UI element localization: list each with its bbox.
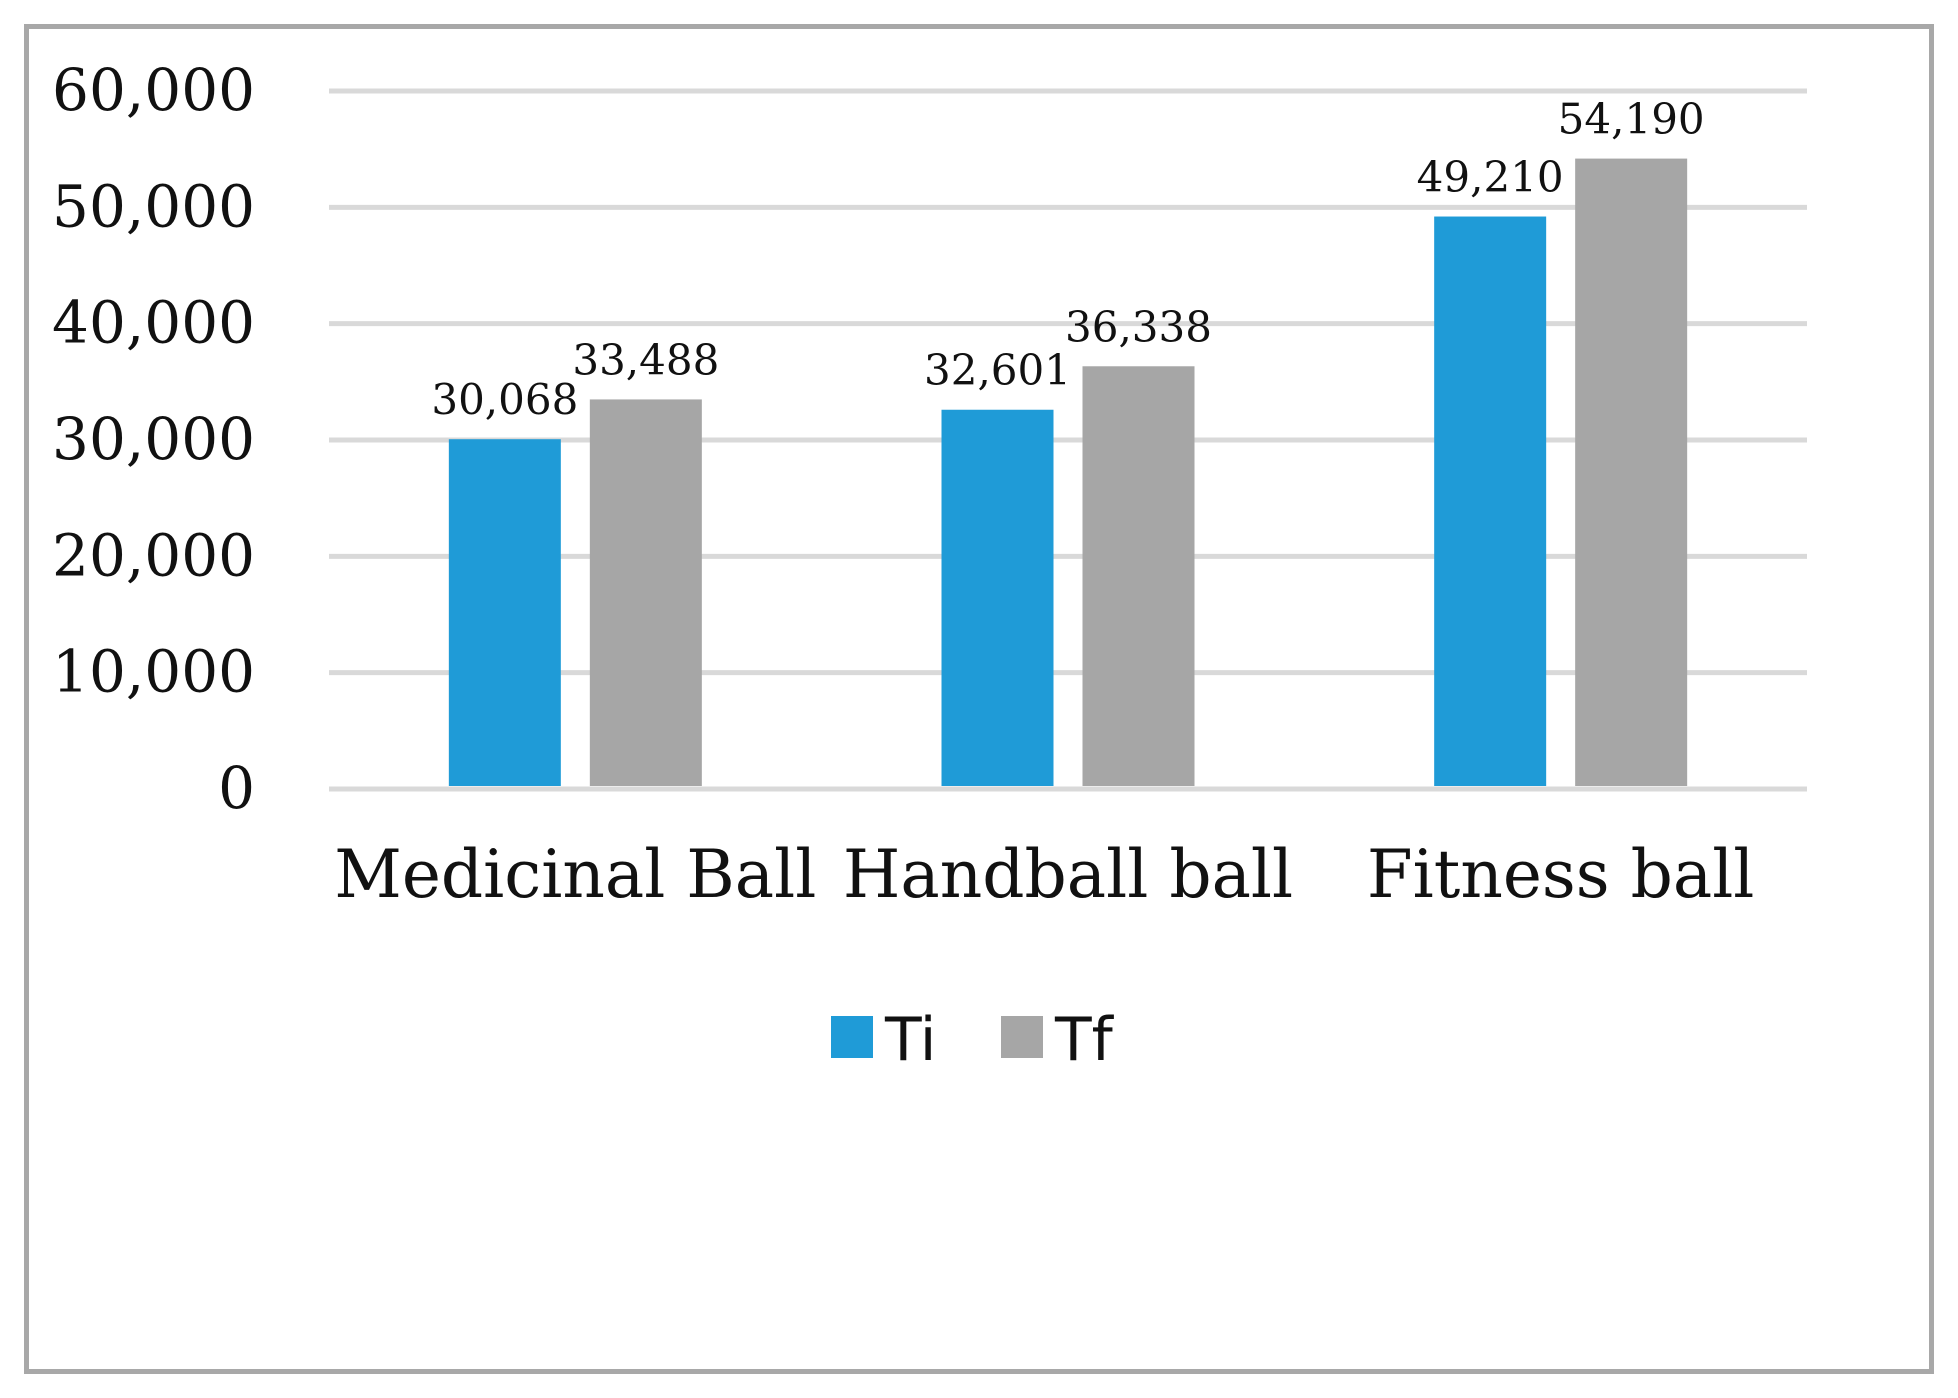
data-label: 49,210 [1417,153,1564,202]
legend: Ti Tf [831,1005,1115,1075]
bar-tf [1575,158,1688,786]
x-tick-label: Medicinal Ball [334,836,816,913]
bar-ti [941,409,1054,786]
y-tick-label: 0 [218,754,255,822]
data-label: 32,601 [924,346,1071,395]
bar-tf [589,399,702,786]
bar-tf [1082,366,1195,786]
bars [448,158,1688,786]
chart-frame: 0 10,000 20,000 30,000 40,000 50,000 60,000 30… [24,24,1934,1374]
gridlines [329,88,1807,792]
legend-label: Tf [1054,1005,1115,1075]
y-axis-tick-labels: 0 10,000 20,000 30,000 40,000 50,000 60,000 [52,56,255,822]
bar-chart: 0 10,000 20,000 30,000 40,000 50,000 60,000 30… [52,56,1807,1075]
data-label: 33,488 [572,335,719,384]
legend-swatch-tf [1001,1016,1043,1058]
bar-ti [1434,216,1547,786]
y-tick-label: 30,000 [52,405,255,473]
y-tick-label: 60,000 [52,56,255,124]
data-label: 30,068 [431,375,578,424]
x-tick-label: Handball ball [843,836,1293,913]
y-tick-label: 10,000 [52,638,255,706]
data-label: 54,190 [1558,95,1705,144]
legend-swatch-ti [831,1016,873,1058]
x-axis-category-labels: Medicinal Ball Handball ball Fitness ball [334,836,1754,913]
y-tick-label: 40,000 [52,289,255,357]
y-tick-label: 50,000 [52,172,255,240]
legend-label: Ti [884,1005,936,1075]
x-tick-label: Fitness ball [1367,836,1755,913]
bar-ti [448,439,561,786]
data-label: 36,338 [1065,302,1212,351]
y-tick-label: 20,000 [52,521,255,589]
